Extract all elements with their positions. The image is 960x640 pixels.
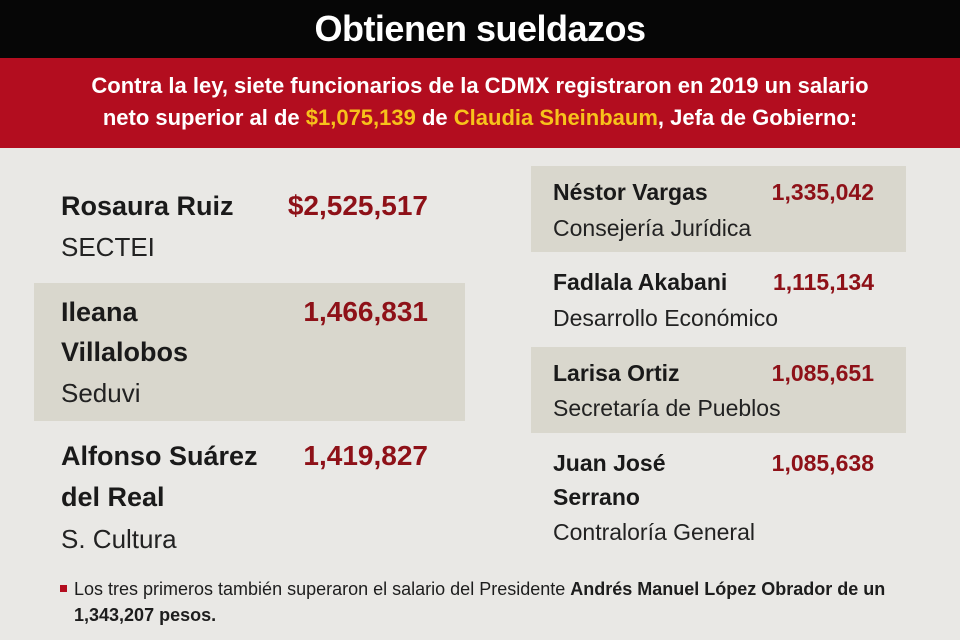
official-department: SECTEI: [61, 232, 155, 262]
intro-text-a: neto superior al de: [102, 105, 306, 130]
official-name-line-1: Juan José: [553, 450, 666, 476]
intro-line-2: neto superior al de $1,075,139 de Claudi…: [0, 105, 960, 131]
page-title: Obtienen sueldazos: [314, 8, 646, 49]
official-name-line-2: Serrano: [553, 484, 640, 510]
official-salary: $2,525,517: [287, 190, 428, 221]
official-salary: 1,466,831: [303, 296, 428, 327]
official-card-rosaura-ruiz: Rosaura Ruiz SECTEI $2,525,517: [34, 178, 465, 274]
governor-name-highlight: Claudia Sheinbaum: [453, 105, 658, 130]
official-salary: 1,335,042: [771, 179, 874, 205]
official-card-alfonso-suarez: Alfonso Suárez del Real S. Cultura 1,419…: [34, 430, 465, 568]
footnote-text: Los tres primeros también superaron el s…: [74, 579, 571, 599]
official-card-larisa-ortiz: Larisa Ortiz Secretaría de Pueblos 1,085…: [531, 347, 906, 433]
intro-text-c: , Jefa de Gobierno:: [657, 105, 858, 130]
official-card-fadlala-akabani: Fadlala Akabani Desarrollo Económico 1,1…: [531, 258, 906, 340]
official-department: S. Cultura: [61, 524, 177, 554]
official-name: Larisa Ortiz: [553, 360, 680, 386]
intro-line-1: Contra la ley, siete funcionarios de la …: [91, 73, 869, 98]
official-department: Secretaría de Pueblos: [553, 395, 781, 421]
official-salary: 1,115,134: [772, 269, 874, 295]
intro-text-b: de: [415, 105, 454, 130]
official-department: Seduvi: [61, 378, 141, 408]
official-name-line-1: Ileana: [61, 297, 138, 327]
official-salary: 1,419,827: [303, 440, 428, 471]
official-name: Néstor Vargas: [553, 179, 708, 205]
official-name: Rosaura Ruiz: [61, 191, 234, 221]
official-department: Contraloría General: [553, 519, 755, 545]
official-department: Consejería Jurídica: [553, 215, 752, 241]
title-bar: Obtienen sueldazos: [0, 0, 960, 58]
official-department: Desarrollo Económico: [553, 305, 778, 331]
official-salary: 1,085,638: [771, 450, 874, 476]
official-card-ileana-villalobos: Ileana Villalobos Seduvi 1,466,831: [34, 283, 465, 421]
bullet-square-icon: [60, 585, 67, 592]
footnote: Los tres primeros también superaron el s…: [60, 576, 894, 628]
official-name-line-1: Alfonso Suárez: [61, 441, 258, 471]
intro-banner: Contra la ley, siete funcionarios de la …: [0, 58, 960, 148]
official-card-nestor-vargas: Néstor Vargas Consejería Jurídica 1,335,…: [531, 166, 906, 252]
official-salary: 1,085,651: [771, 360, 874, 386]
official-name-line-2: Villalobos: [61, 337, 189, 367]
official-name-line-2: del Real: [61, 482, 165, 512]
official-card-juan-jose-serrano: Juan José Serrano Contraloría General 1,…: [531, 440, 906, 558]
governor-salary-highlight: $1,075,139: [305, 105, 416, 130]
official-name: Fadlala Akabani: [553, 269, 728, 295]
footnote-bold-text: Andrés Manuel López Obrador de un 1,343,…: [74, 579, 886, 626]
